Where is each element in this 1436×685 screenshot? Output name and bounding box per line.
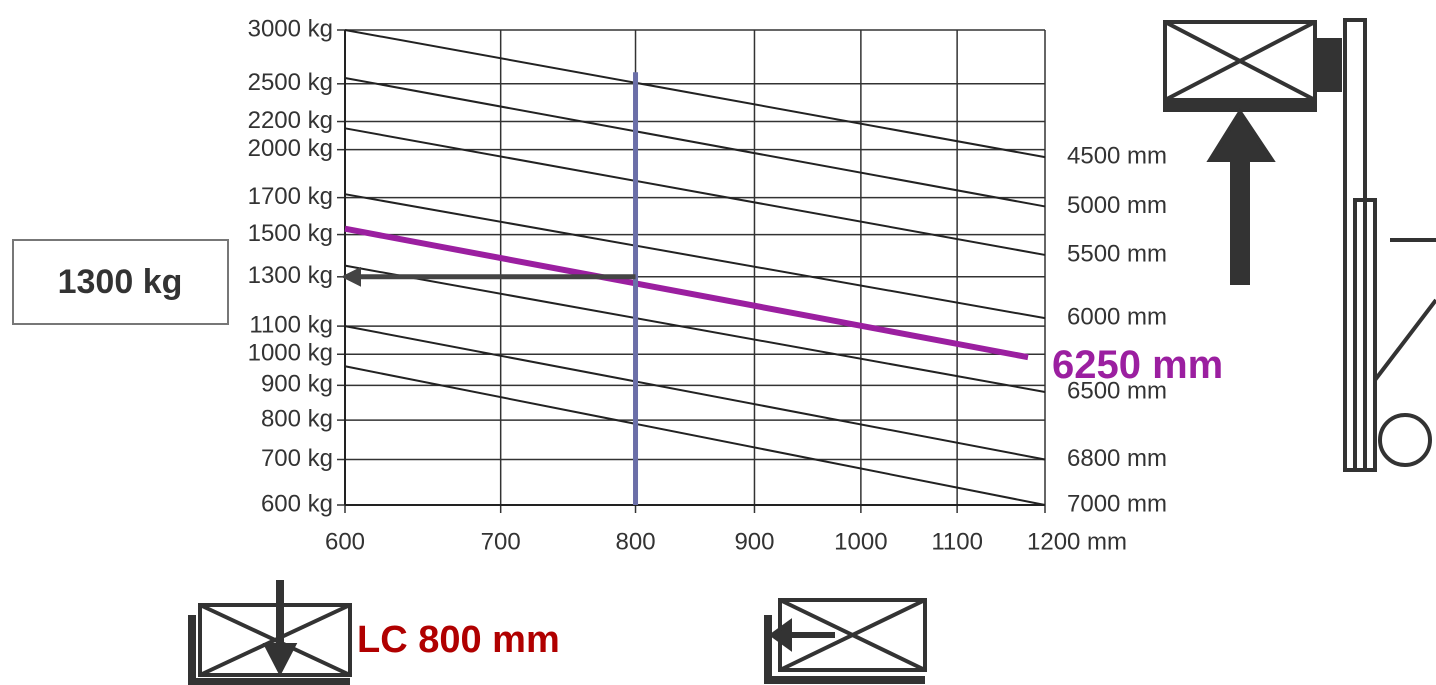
series-label: 5500 mm: [1067, 240, 1167, 267]
annotation-box: [12, 239, 229, 325]
annotation-load: 1300 kg: [58, 263, 183, 301]
x-tick-label: 900: [734, 528, 774, 555]
series-label: 4500 mm: [1067, 142, 1167, 169]
series-line: [344, 365, 1046, 506]
annotation-load-center: LC 800 mm: [357, 619, 560, 661]
series-line: [344, 127, 1046, 256]
series-label: 6500 mm: [1067, 377, 1167, 404]
series-line: [344, 325, 1046, 461]
series-line: [344, 29, 1046, 159]
y-tick-label: 1700 kg: [248, 183, 333, 210]
forklift-illustration: [1163, 18, 1436, 472]
x-tick-label: 1200 mm: [1027, 528, 1127, 555]
y-tick-label: 2200 kg: [248, 107, 333, 134]
series-line: [344, 264, 1046, 393]
y-tick-label: 1500 kg: [248, 220, 333, 247]
y-tick-label: 1000 kg: [248, 340, 333, 367]
series-label: 6800 mm: [1067, 445, 1167, 472]
y-tick-label: 1100 kg: [249, 311, 333, 338]
y-tick-label: 2000 kg: [248, 135, 333, 162]
x-tick-label: 700: [481, 528, 521, 555]
annotation-label: 6250 mm: [1052, 343, 1223, 387]
series-label: 7000 mm: [1067, 490, 1167, 517]
y-tick-label: 800 kg: [261, 405, 333, 432]
y-tick-label: 900 kg: [261, 371, 333, 398]
load-icon-left: [188, 580, 352, 685]
y-tick-label: 2500 kg: [248, 69, 333, 96]
x-tick-label: 600: [325, 528, 365, 555]
x-tick-label: 1000: [834, 528, 887, 555]
series-line: [344, 76, 1046, 208]
series-line: [344, 225, 1029, 361]
y-tick-label: 700 kg: [261, 445, 333, 472]
y-tick-label: 1300 kg: [248, 262, 333, 289]
series-line: [344, 193, 1046, 320]
series-label: 5000 mm: [1067, 192, 1167, 219]
y-tick-label: 3000 kg: [248, 15, 333, 42]
series-label: 6000 mm: [1067, 304, 1167, 331]
x-tick-label: 800: [616, 528, 656, 555]
load-icon-right: [764, 598, 927, 684]
x-tick-label: 1100: [931, 528, 983, 555]
y-tick-label: 600 kg: [261, 490, 333, 517]
